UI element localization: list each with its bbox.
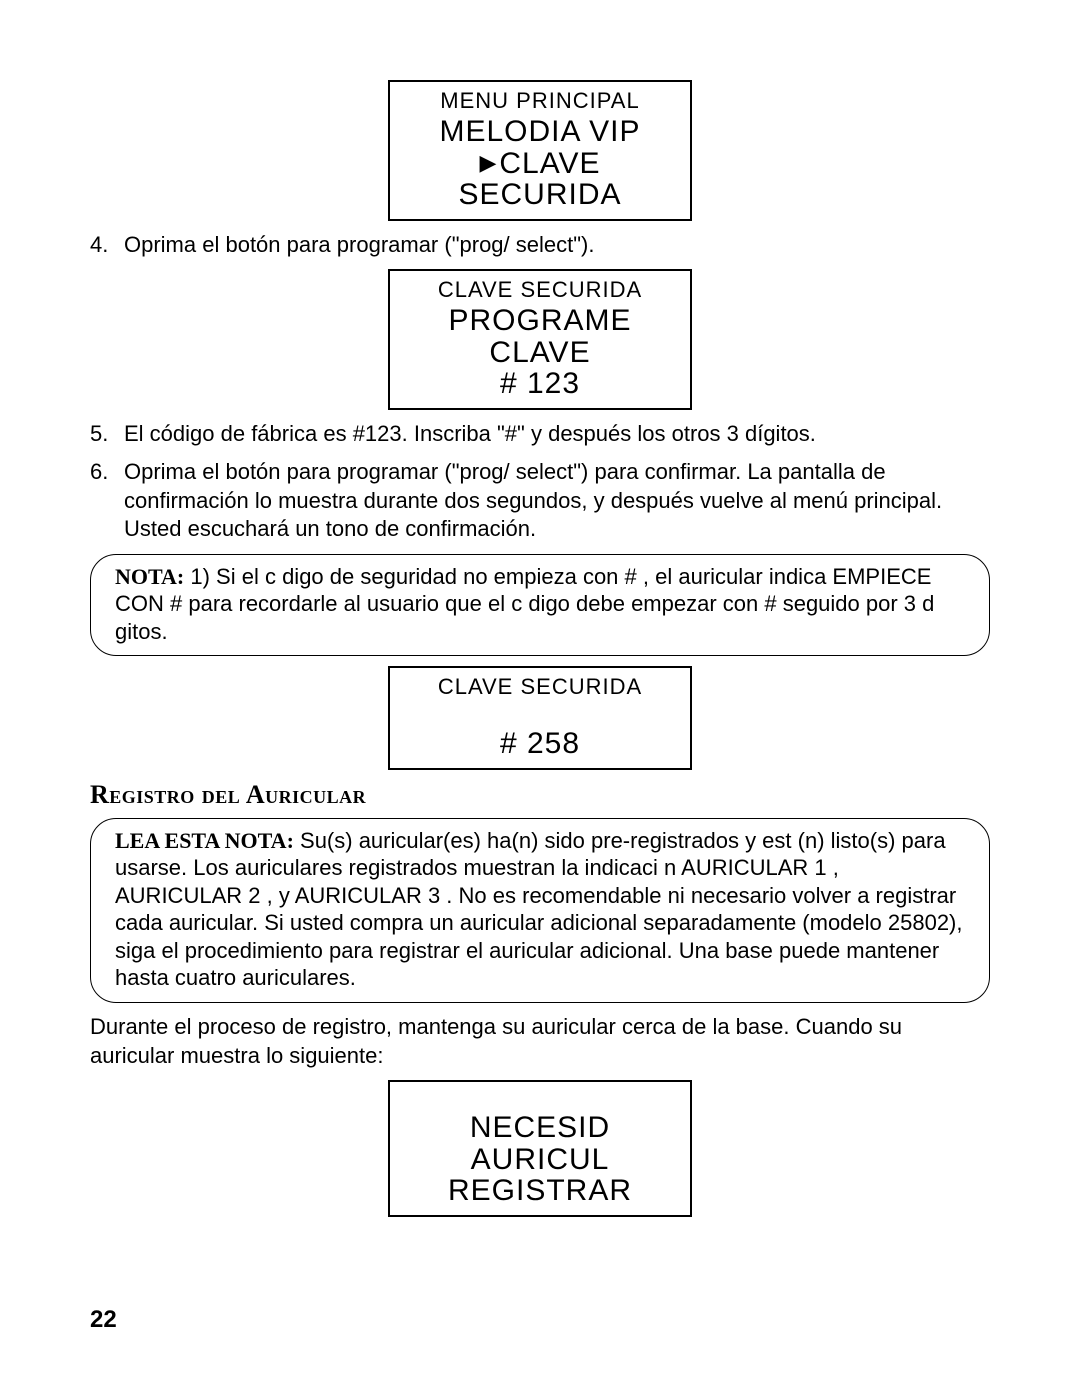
page: MENU PRINCIPAL MELODIA VIP ▶CLAVE SECURI… [0,0,1080,1374]
screen4-line1: NECESID AURICUL [400,1112,680,1175]
note1-label: NOTA: [115,564,184,589]
note-seguridad: NOTA: 1) Si el c digo de seguridad no em… [90,554,990,657]
screen3-title: CLAVE SECURIDA [400,674,680,700]
screen-clave-programe: CLAVE SECURIDA PROGRAME CLAVE # 123 [388,269,692,410]
screen3-spacer [400,702,680,728]
step-6-num: 6. [90,458,124,544]
screen-clave-258: CLAVE SECURIDA # 258 [388,666,692,770]
screen1-line2: ▶CLAVE SECURIDA [400,148,680,211]
step-4-text: Oprima el botón para programar ("prog/ s… [124,231,990,260]
step-5: 5. El código de fábrica es #123. Inscrib… [90,420,990,449]
screen4-line2: REGISTRAR [400,1175,680,1207]
step-5-text: El código de fábrica es #123. Inscriba "… [124,420,990,449]
step-6-text: Oprima el botón para programar ("prog/ s… [124,458,990,544]
screen2-line1: PROGRAME CLAVE [400,305,680,368]
screen2-title: CLAVE SECURIDA [400,277,680,303]
screen1-line1: MELODIA VIP [400,116,680,148]
step-4: 4. Oprima el botón para programar ("prog… [90,231,990,260]
step-4-num: 4. [90,231,124,260]
heading-registro-auricular: Registro del Auricular [90,780,990,810]
note-lea-esta: LEA ESTA NOTA: Su(s) auricular(es) ha(n)… [90,818,990,1003]
body-registro-text: Durante el proceso de registro, mantenga… [90,1013,990,1070]
page-number: 22 [90,1306,117,1334]
screen-necesid-auricul: NECESID AURICUL REGISTRAR [388,1080,692,1217]
note1-text: 1) Si el c digo de seguridad no empieza … [115,564,934,644]
note2-label: LEA ESTA NOTA: [115,828,294,853]
screen2-line2: # 123 [400,368,680,400]
screen-menu-principal: MENU PRINCIPAL MELODIA VIP ▶CLAVE SECURI… [388,80,692,221]
screen3-line1: # 258 [400,728,680,760]
step-5-num: 5. [90,420,124,449]
pointer-icon: ▶ [479,150,497,175]
screen1-title: MENU PRINCIPAL [400,88,680,114]
step-6: 6. Oprima el botón para programar ("prog… [90,458,990,544]
